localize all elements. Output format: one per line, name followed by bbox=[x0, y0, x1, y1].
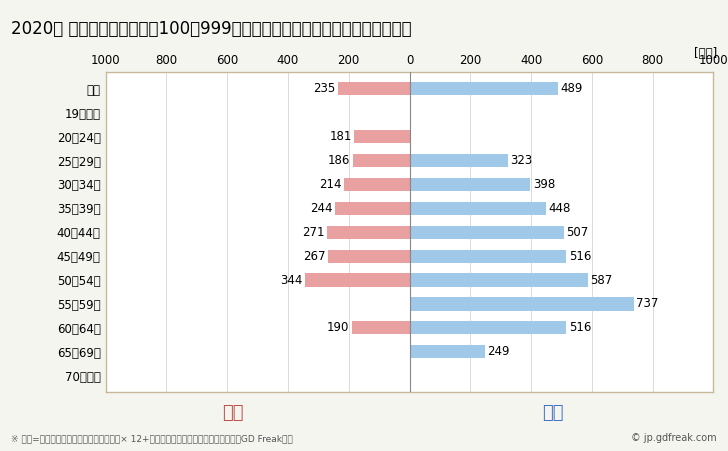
Text: 507: 507 bbox=[566, 226, 588, 239]
Text: 249: 249 bbox=[488, 345, 510, 358]
Bar bbox=[327, 226, 409, 239]
Text: 737: 737 bbox=[636, 298, 658, 310]
Text: 男性: 男性 bbox=[542, 404, 564, 422]
Text: 186: 186 bbox=[328, 154, 351, 167]
Bar bbox=[328, 249, 409, 263]
Bar bbox=[409, 321, 566, 335]
Text: 323: 323 bbox=[510, 154, 532, 167]
Bar bbox=[409, 273, 588, 287]
Text: 女性: 女性 bbox=[222, 404, 244, 422]
Text: 267: 267 bbox=[304, 250, 326, 262]
Bar bbox=[409, 83, 558, 96]
Text: 214: 214 bbox=[320, 178, 342, 191]
Bar bbox=[409, 178, 531, 191]
Text: © jp.gdfreak.com: © jp.gdfreak.com bbox=[631, 433, 717, 443]
Bar bbox=[336, 202, 409, 215]
Text: 2020年 民間企業（従業者数100〜999人）フルタイム労働者の男女別平均年収: 2020年 民間企業（従業者数100〜999人）フルタイム労働者の男女別平均年収 bbox=[11, 20, 411, 38]
Bar bbox=[409, 297, 633, 311]
Text: 398: 398 bbox=[533, 178, 555, 191]
Text: ※ 年収=「きまって支給する現金給与額」× 12+「年間賞与その他特別給与額」としてGD Freak推計: ※ 年収=「きまって支給する現金給与額」× 12+「年間賞与その他特別給与額」と… bbox=[11, 434, 293, 443]
Bar bbox=[409, 154, 507, 167]
Bar bbox=[355, 130, 409, 143]
Bar bbox=[353, 154, 409, 167]
Text: [万円]: [万円] bbox=[694, 47, 717, 60]
Bar bbox=[344, 178, 409, 191]
Bar bbox=[409, 226, 563, 239]
Text: 516: 516 bbox=[569, 250, 591, 262]
Text: 244: 244 bbox=[310, 202, 333, 215]
Text: 344: 344 bbox=[280, 274, 303, 286]
Text: 587: 587 bbox=[590, 274, 612, 286]
Text: 235: 235 bbox=[313, 83, 336, 96]
Bar bbox=[409, 202, 546, 215]
Text: 489: 489 bbox=[561, 83, 583, 96]
Text: 271: 271 bbox=[302, 226, 325, 239]
Bar bbox=[409, 345, 485, 358]
Text: 448: 448 bbox=[548, 202, 571, 215]
Bar bbox=[338, 83, 409, 96]
Bar bbox=[352, 321, 409, 335]
Bar bbox=[305, 273, 409, 287]
Text: 516: 516 bbox=[569, 322, 591, 334]
Bar bbox=[409, 249, 566, 263]
Text: 190: 190 bbox=[327, 322, 349, 334]
Text: 181: 181 bbox=[330, 130, 352, 143]
